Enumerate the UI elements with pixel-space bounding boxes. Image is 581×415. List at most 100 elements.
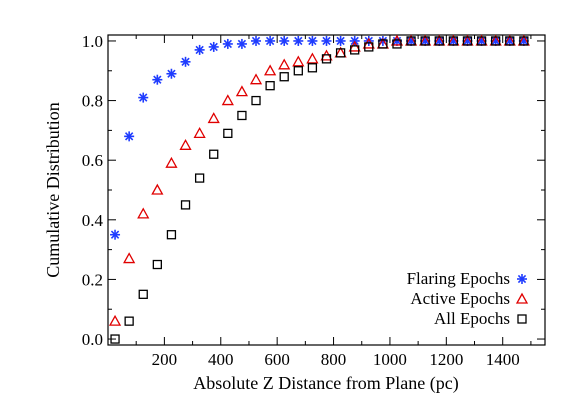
asterisk-point: [236, 38, 247, 49]
x-tick-label: 1400: [486, 350, 520, 369]
legend-symbols: [515, 274, 529, 324]
x-axis-title: Absolute Z Distance from Plane (pc): [193, 373, 458, 394]
triangle-point: [123, 252, 136, 264]
asterisk-stroke: [265, 36, 275, 46]
asterisk-stroke: [294, 36, 303, 46]
y-tick-label: 0.0: [82, 330, 103, 349]
asterisk-point: [208, 41, 219, 52]
square-point: [138, 289, 148, 299]
square-point: [110, 334, 120, 344]
square-point: [307, 63, 318, 73]
asterisk-stroke: [223, 39, 232, 49]
square-point: [420, 36, 430, 46]
axes: 200 400 600 800 1000 1200 1400 0.0 0.2 0.4 0.6 0.8 1…: [82, 32, 545, 369]
asterisk-stroke: [435, 36, 444, 46]
asterisk-stroke: [519, 36, 529, 46]
square-point: [251, 95, 261, 106]
square-point: [265, 81, 275, 91]
triangle-point: [249, 73, 263, 85]
triangle-point: [165, 156, 178, 168]
square-point: [279, 72, 289, 82]
asterisk-point: [251, 35, 262, 46]
triangle-point: [207, 112, 220, 124]
asterisk-point: [279, 35, 290, 46]
asterisk-stroke: [195, 45, 204, 55]
square-point: [364, 42, 374, 52]
legend: Flaring Epochs Active Epochs All Epochs: [407, 269, 529, 328]
x-tick-label: 800: [321, 350, 347, 369]
triangle-point: [108, 314, 122, 326]
asterisk-stroke: [181, 57, 190, 66]
asterisk-point: [293, 35, 304, 46]
square-point: [448, 36, 459, 46]
asterisk-point: [265, 35, 276, 46]
y-tick-label: 0.4: [82, 211, 104, 230]
asterisk-stroke: [505, 36, 514, 46]
triangle-point: [193, 127, 206, 139]
x-tick-label: 400: [208, 350, 234, 369]
asterisk-stroke: [124, 132, 134, 141]
legend-label-all: All Epochs: [434, 309, 510, 328]
asterisk-point: [152, 74, 163, 85]
asterisk-point: [110, 229, 121, 240]
square-point: [378, 39, 388, 49]
asterisk-stroke: [392, 36, 402, 46]
asterisk-point: [124, 131, 135, 142]
square-point: [476, 36, 487, 46]
x-tick-label: 1200: [429, 350, 463, 369]
triangle-point: [151, 183, 164, 195]
square-point: [194, 173, 205, 183]
asterisk-point: [138, 92, 149, 103]
y-tick-label: 0.6: [82, 151, 103, 170]
asterisk-point: [321, 35, 332, 46]
square-point: [321, 54, 332, 64]
square-point: [491, 36, 501, 46]
asterisk-stroke: [491, 36, 500, 46]
x-tick-label: 1000: [373, 350, 407, 369]
legend-label-flaring: Flaring Epochs: [407, 269, 510, 288]
asterisk-stroke: [308, 36, 317, 46]
asterisk-stroke: [463, 36, 472, 46]
asterisk-point: [180, 56, 191, 67]
triangle-point: [264, 64, 277, 76]
triangle-point: [278, 58, 291, 70]
asterisk-point: [307, 35, 318, 46]
asterisk-stroke: [517, 274, 527, 284]
square-point: [505, 36, 515, 46]
square-point: [392, 39, 402, 49]
y-tick-label: 0.8: [82, 92, 103, 111]
asterisk-stroke: [322, 36, 331, 46]
legend-label-active: Active Epochs: [410, 289, 510, 308]
legend-symbol-asterisk: [517, 274, 527, 284]
y-tick-label: 0.2: [82, 270, 103, 289]
asterisk-stroke: [406, 36, 416, 46]
asterisk-stroke: [280, 36, 289, 46]
square-point: [180, 200, 191, 210]
square-point: [350, 45, 360, 55]
asterisk-stroke: [477, 36, 486, 46]
legend-symbol-square: [517, 314, 527, 324]
y-tick-label: 1.0: [82, 32, 103, 51]
square-point: [293, 66, 303, 76]
square-point: [406, 36, 416, 46]
asterisk-point: [335, 35, 346, 46]
triangle-point: [292, 55, 305, 67]
asterisk-stroke: [449, 36, 458, 46]
x-tick-label: 200: [152, 350, 178, 369]
asterisk-point: [166, 68, 177, 79]
square-point: [434, 36, 444, 46]
square-point: [166, 230, 177, 240]
square-point: [335, 48, 346, 58]
asterisk-stroke: [139, 93, 148, 102]
series-square: [110, 36, 529, 344]
asterisk-stroke: [110, 230, 120, 239]
triangle-point: [179, 138, 192, 150]
y-axis-title: Cumulative Distribution: [43, 102, 63, 278]
triangle-point: [306, 52, 319, 64]
asterisk-stroke: [153, 75, 162, 84]
asterisk-stroke: [251, 36, 261, 46]
square-point: [223, 128, 233, 139]
square-point: [237, 110, 247, 121]
asterisk-stroke: [167, 69, 176, 78]
